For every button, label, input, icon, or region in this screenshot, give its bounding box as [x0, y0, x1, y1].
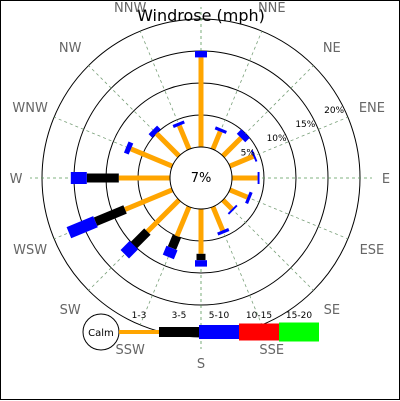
bar-ESE-5-10 [245, 191, 253, 204]
direction-label-ENE: ENE [359, 101, 385, 116]
labels-layer: 5% 10% 15% 20% N NNE NE ENE E ESE SE SSE S SSW SW WSW W W… [10, 1, 391, 372]
direction-label-WSW: WSW [13, 243, 47, 258]
bar-WNW-5-10 [123, 141, 134, 155]
bar-SW-5-10 [120, 240, 139, 259]
direction-label-WNW: WNW [12, 101, 48, 116]
legend-label-15-20: 15-20 [286, 311, 312, 321]
legend-label-10-15: 10-15 [246, 311, 272, 321]
ring-label-10pct: 10% [267, 134, 287, 144]
bar-SW-1-3 [145, 198, 181, 234]
legend-swatch-5-10 [199, 325, 239, 339]
direction-label-SSW: SSW [116, 343, 146, 358]
bar-ENE-5-10 [250, 150, 258, 162]
chart-title: Windrose (mph) [137, 6, 265, 25]
direction-label-ESE: ESE [360, 243, 385, 258]
bar-SE-5-10 [227, 204, 238, 215]
bars-layer [66, 51, 260, 267]
direction-label-SE: SE [324, 303, 340, 318]
ring-label-20pct: 20% [324, 106, 344, 116]
bar-NNW-5-10 [172, 120, 185, 129]
center-calm-percent: 7% [191, 171, 212, 186]
bar-ENE-1-3 [228, 154, 255, 169]
direction-label-SSE: SSE [259, 343, 284, 358]
bar-NNE-1-3 [210, 130, 223, 151]
legend-calm-label: Calm [88, 328, 114, 339]
direction-label-NNW: NNW [114, 1, 146, 16]
bar-NNE-5-10 [214, 126, 227, 134]
direction-label-E: E [382, 172, 390, 187]
bar-NE-1-3 [221, 136, 243, 158]
legend-label-1-3: 1-3 [132, 311, 147, 321]
legend-label-3-5: 3-5 [172, 311, 187, 321]
bar-NW-5-10 [148, 125, 161, 138]
direction-label-NE: NE [323, 41, 341, 56]
bar-SW-3-5 [130, 228, 151, 249]
ring-label-5pct: 5% [241, 148, 256, 158]
bar-NW-1-3 [154, 131, 181, 158]
ring-label-15pct: 15% [295, 120, 315, 130]
direction-label-W: W [10, 172, 23, 187]
bar-SSW-5-10 [162, 245, 178, 260]
legend-swatch-1-3 [119, 330, 159, 334]
bar-WNW-1-3 [130, 146, 174, 169]
direction-label-S: S [197, 357, 205, 372]
bar-NE-5-10 [236, 129, 250, 143]
bar-WSW-1-3 [124, 187, 174, 212]
calm-center-circle [169, 146, 233, 210]
legend-swatch-10-15 [239, 323, 279, 341]
bar-SE-1-3 [221, 198, 234, 211]
bar-SSW-3-5 [167, 234, 182, 250]
legend-swatch-15-20 [279, 322, 319, 342]
bar-WSW-5-10 [66, 216, 98, 239]
direction-label-SW: SW [60, 303, 81, 318]
direction-label-NW: NW [59, 41, 82, 56]
legend-swatch-3-5 [159, 327, 199, 337]
bar-NNW-1-3 [177, 124, 192, 151]
bar-SSE-5-10 [217, 227, 230, 236]
legend: Calm 1-3 3-5 5-10 10-15 15-20 [82, 311, 319, 351]
direction-label-N: N [196, 1, 206, 2]
bar-ESE-1-3 [228, 187, 249, 200]
bar-SSW-1-3 [174, 205, 192, 238]
direction-label-NNE: NNE [258, 1, 286, 16]
legend-label-5-10: 5-10 [209, 311, 230, 321]
bar-SSE-1-3 [210, 205, 225, 232]
bar-WSW-3-5 [93, 205, 127, 226]
